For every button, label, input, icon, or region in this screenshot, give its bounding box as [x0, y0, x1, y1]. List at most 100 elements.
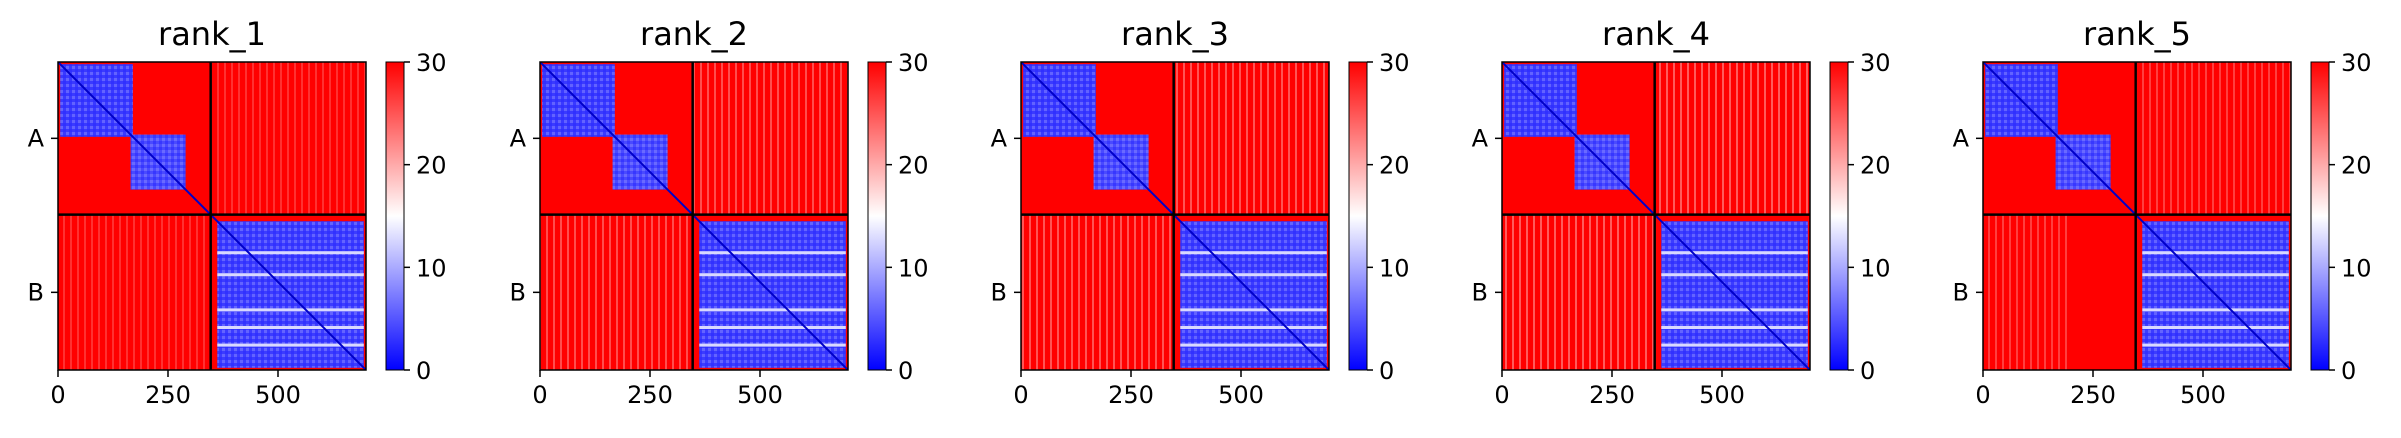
panel-title: rank_4: [1602, 15, 1710, 53]
interchain-block-ab: [2135, 62, 2291, 215]
heatmap-cells: [540, 62, 848, 370]
interchain-block-ba: [1021, 214, 1174, 370]
colorbar-tick-label: 30: [1860, 49, 1891, 77]
colorbar: [1829, 61, 1849, 371]
y-tick-label: B: [1472, 278, 1488, 306]
chain-b-band: [699, 326, 846, 329]
chain-b-band: [699, 343, 846, 347]
chain-b-band: [2142, 343, 2289, 347]
diagonal: [58, 62, 366, 370]
colorbar-tick-label: 20: [1860, 152, 1891, 180]
y-tick-label: B: [510, 278, 526, 306]
chain-b-band: [2142, 326, 2289, 329]
colorbar-tick-label: 30: [2341, 49, 2372, 77]
chain-b-band: [217, 251, 364, 255]
y-tick-label: A: [28, 124, 45, 152]
heatmap-cells: [1983, 62, 2291, 370]
diagonal: [1502, 62, 1810, 370]
y-tick-label: A: [991, 124, 1008, 152]
heatmap-cells: [1021, 62, 1329, 370]
chain-b-band: [2142, 273, 2289, 277]
colorbar-tick-label: 20: [898, 152, 929, 180]
colorbar-tick-label: 20: [416, 152, 447, 180]
y-tick-label: B: [991, 278, 1007, 306]
interchain-block-ab: [1654, 62, 1810, 215]
colorbar-tick-label: 0: [1379, 357, 1394, 385]
colorbar-tick-label: 0: [898, 357, 913, 385]
heatmap-panel: rank_4 0 250 500 A B 0 10 20 30: [1472, 15, 1891, 409]
heatmap-panel: rank_2 0 250 500 A B 0 10 20 30: [510, 15, 929, 409]
x-tick-label: 0: [50, 381, 65, 409]
plot-frame: [1020, 61, 1330, 371]
interchain-block-ba: [540, 214, 693, 370]
chain-b-band: [1661, 308, 1808, 312]
chain-b-band: [2142, 308, 2289, 312]
plot-frame: [57, 61, 367, 371]
panel-title: rank_5: [2083, 15, 2191, 53]
x-tick-label: 500: [1699, 381, 1745, 409]
chain-b-band: [1661, 273, 1808, 277]
chain-b-band: [699, 251, 846, 255]
chain-b-band: [1661, 326, 1808, 329]
y-tick-label: B: [28, 278, 44, 306]
x-tick-label: 250: [145, 381, 191, 409]
interchain-block-ab: [1173, 62, 1329, 215]
chain-b-band: [1180, 251, 1327, 255]
chain-b-band: [217, 326, 364, 329]
colorbar: [867, 61, 887, 371]
chain-b-band: [699, 273, 846, 277]
y-tick-label: A: [510, 124, 527, 152]
chain-b-band: [699, 308, 846, 312]
x-tick-label: 500: [2180, 381, 2226, 409]
x-tick-label: 250: [1108, 381, 1154, 409]
y-tick-label: A: [1472, 124, 1489, 152]
plot-frame: [1501, 61, 1811, 371]
colorbar-tick-label: 10: [898, 254, 929, 282]
chain-b-band: [1180, 343, 1327, 347]
colorbar-tick-label: 30: [1379, 49, 1410, 77]
x-tick-label: 0: [1975, 381, 1990, 409]
x-tick-label: 500: [1218, 381, 1264, 409]
y-tick-label: A: [1953, 124, 1970, 152]
interchain-solid-region: [2071, 214, 2136, 370]
chain-b-band: [217, 343, 364, 347]
panel-title: rank_1: [158, 15, 266, 53]
interchain-block-ab: [210, 62, 366, 215]
chain-b-band: [1180, 273, 1327, 277]
colorbar-tick-label: 20: [2341, 152, 2372, 180]
colorbar: [2310, 61, 2330, 371]
colorbar-tick-label: 10: [1379, 254, 1410, 282]
heatmap-panel: rank_3 0 250 500 A B 0 10 20 30: [991, 15, 1410, 409]
interchain-block-ba: [1502, 214, 1655, 370]
panel-title: rank_3: [1121, 15, 1229, 53]
chain-b-band: [2142, 251, 2289, 255]
colorbar-tick-label: 0: [416, 357, 431, 385]
colorbar-tick-label: 0: [1860, 357, 1875, 385]
chain-b-band: [217, 273, 364, 277]
diagonal: [1021, 62, 1329, 370]
y-tick-label: B: [1953, 278, 1969, 306]
chain-b-band: [1180, 326, 1327, 329]
colorbar-tick-label: 30: [416, 49, 447, 77]
colorbar: [385, 61, 405, 371]
colorbar-tick-label: 30: [898, 49, 929, 77]
x-tick-label: 250: [2070, 381, 2116, 409]
colorbar: [1348, 61, 1368, 371]
diagonal: [540, 62, 848, 370]
plot-frame: [539, 61, 849, 371]
colorbar-tick-label: 0: [2341, 357, 2356, 385]
heatmap-cells: [1502, 62, 1810, 370]
colorbar-tick-label: 10: [2341, 254, 2372, 282]
diagonal: [1983, 62, 2291, 370]
chain-b-band: [1661, 343, 1808, 347]
plot-frame: [1982, 61, 2292, 371]
colorbar-tick-label: 20: [1379, 152, 1410, 180]
heatmap-panel: rank_5 0 250 500 A B 0 10 20 30: [1953, 15, 2372, 409]
interchain-block-ba: [58, 214, 211, 370]
interchain-block-ab: [692, 62, 848, 215]
x-tick-label: 500: [255, 381, 301, 409]
colorbar-tick-label: 10: [1860, 254, 1891, 282]
heatmap-cells: [58, 62, 366, 370]
chain-b-band: [1180, 308, 1327, 312]
